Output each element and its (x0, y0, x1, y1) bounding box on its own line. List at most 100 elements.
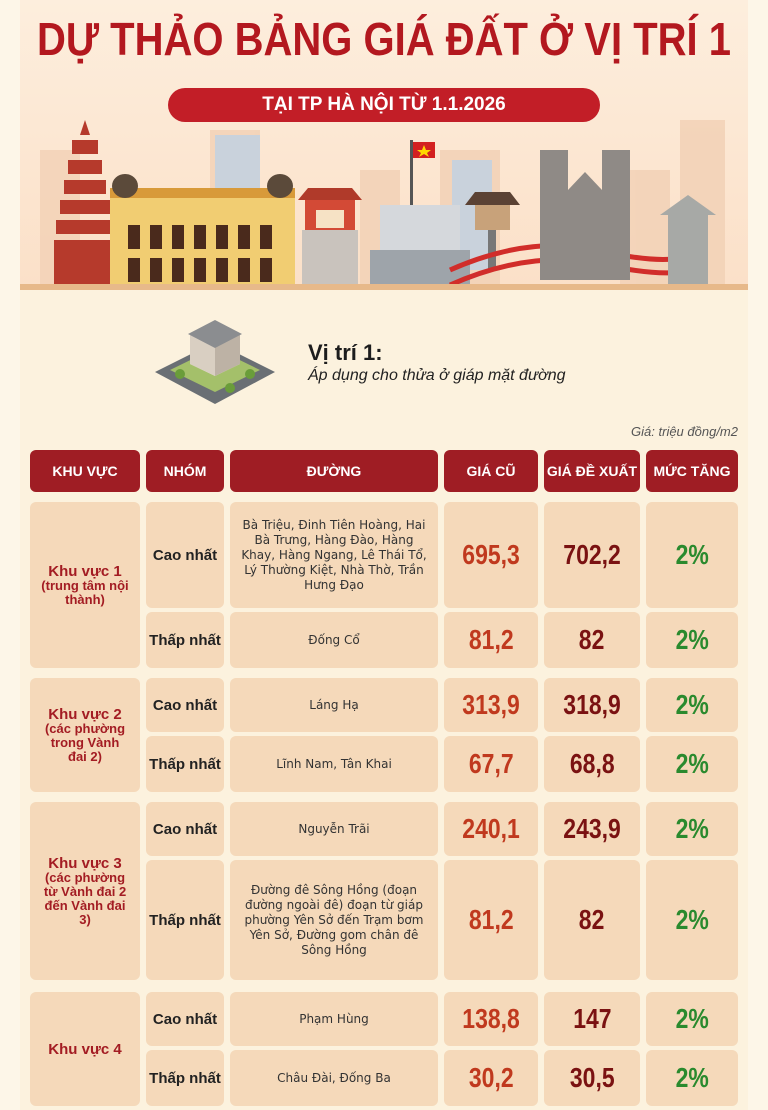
group-cell-text: Cao nhất (152, 546, 218, 564)
group-cell: Thấp nhất (146, 736, 224, 792)
new-price-cell: 702,2 (544, 502, 640, 608)
old-price-cell-text: 81,2 (468, 624, 514, 655)
increase-cell-text: 2% (675, 689, 709, 720)
group-cell-text: Thấp nhất (149, 755, 221, 773)
hanoi-skyline-illustration (20, 120, 748, 290)
street-cell-text: Lĩnh Nam, Tân Khai (276, 756, 392, 771)
old-price-cell: 81,2 (444, 612, 538, 668)
new-price-cell: 30,5 (544, 1050, 640, 1106)
old-price-cell-text: 138,8 (462, 1003, 520, 1034)
group-cell: Cao nhất (146, 502, 224, 608)
group-cell-text: Thấp nhất (149, 911, 221, 929)
old-price-cell: 240,1 (444, 802, 538, 856)
infographic: DỰ THẢO BẢNG GIÁ ĐẤT Ở VỊ TRÍ 1 TẠI TP H… (20, 0, 748, 1110)
increase-cell-text: 2% (675, 904, 709, 935)
street-cell-text: Bà Triệu, Đinh Tiên Hoàng, Hai Bà Trưng,… (241, 517, 427, 592)
header-street: ĐƯỜNG (230, 450, 438, 492)
region-cell: Khu vực 4 (30, 992, 140, 1106)
region-cell: Khu vực 3 (các phường từ Vành đai 2 đến V… (30, 802, 140, 980)
header-increase: MỨC TĂNG (646, 450, 738, 492)
increase-cell-text: 2% (675, 1062, 709, 1093)
street-cell: Láng Hạ (230, 678, 438, 732)
group-cell-text: Cao nhất (152, 696, 218, 714)
street-cell: Phạm Hùng (230, 992, 438, 1046)
street-cell: Nguyễn Trãi (230, 802, 438, 856)
new-price-cell: 147 (544, 992, 640, 1046)
increase-cell: 2% (646, 992, 738, 1046)
old-price-cell-text: 81,2 (468, 904, 514, 935)
old-price-cell-text: 67,7 (468, 748, 514, 779)
group-cell: Thấp nhất (146, 1050, 224, 1106)
group-cell: Cao nhất (146, 992, 224, 1046)
street-cell: Châu Đài, Đống Ba (230, 1050, 438, 1106)
header-new-price: GIÁ ĐỀ XUẤT (544, 450, 640, 492)
page-subtitle: TẠI TP HÀ NỘI TỪ 1.1.2026 (168, 88, 600, 122)
new-price-cell-text: 82 (579, 624, 605, 655)
old-price-cell-text: 240,1 (462, 813, 520, 844)
increase-cell: 2% (646, 1050, 738, 1106)
group-cell: Cao nhất (146, 678, 224, 732)
region-name: Khu vực 3 (48, 854, 122, 872)
region-name: Khu vực 2 (48, 705, 122, 723)
header-region: KHU VỰC (30, 450, 140, 492)
increase-cell-text: 2% (675, 624, 709, 655)
unit-note: Giá: triệu đồng/m2 (631, 424, 738, 439)
old-price-cell: 313,9 (444, 678, 538, 732)
old-price-cell-text: 695,3 (462, 539, 520, 570)
header-old-price: GIÁ CŨ (444, 450, 538, 492)
group-cell: Thấp nhất (146, 612, 224, 668)
new-price-cell-text: 147 (572, 1003, 612, 1034)
new-price-cell-text: 82 (579, 904, 605, 935)
position-description: Áp dụng cho thửa ở giáp mặt đường (308, 367, 566, 384)
street-cell-text: Châu Đài, Đống Ba (277, 1070, 391, 1085)
group-cell-text: Thấp nhất (149, 1069, 221, 1087)
region-note: (các phường từ Vành đai 2 đến Vành đai 3… (43, 869, 127, 927)
region-cell: Khu vực 1 (trung tâm nội thành) (30, 502, 140, 668)
group-cell-text: Cao nhất (152, 820, 218, 838)
new-price-cell: 318,9 (544, 678, 640, 732)
street-cell: Đống Cổ (230, 612, 438, 668)
increase-cell: 2% (646, 678, 738, 732)
street-cell-text: Đống Cổ (308, 632, 360, 647)
new-price-cell-text: 243,9 (563, 813, 621, 844)
page-title: DỰ THẢO BẢNG GIÁ ĐẤT Ở VỊ TRÍ 1 (37, 14, 731, 66)
old-price-cell: 67,7 (444, 736, 538, 792)
street-cell-text: Nguyễn Trãi (298, 821, 370, 836)
group-cell: Thấp nhất (146, 860, 224, 980)
new-price-cell-text: 30,5 (569, 1062, 615, 1093)
house-illustration (155, 320, 275, 404)
old-price-cell: 695,3 (444, 502, 538, 608)
increase-cell: 2% (646, 612, 738, 668)
hero-banner: DỰ THẢO BẢNG GIÁ ĐẤT Ở VỊ TRÍ 1 TẠI TP H… (20, 0, 748, 290)
old-price-cell: 81,2 (444, 860, 538, 980)
new-price-cell-text: 702,2 (563, 539, 621, 570)
old-price-cell-text: 30,2 (468, 1062, 514, 1093)
increase-cell: 2% (646, 860, 738, 980)
new-price-cell: 82 (544, 612, 640, 668)
increase-cell: 2% (646, 502, 738, 608)
street-cell: Đường đê Sông Hồng (đoạn đường ngoài đê)… (230, 860, 438, 980)
header-group: NHÓM (146, 450, 224, 492)
increase-cell-text: 2% (675, 1003, 709, 1034)
new-price-cell-text: 318,9 (563, 689, 621, 720)
region-name: Khu vực 4 (48, 1040, 122, 1058)
new-price-cell: 68,8 (544, 736, 640, 792)
new-price-cell: 243,9 (544, 802, 640, 856)
new-price-cell: 82 (544, 860, 640, 980)
region-cell: Khu vực 2 (các phường trong Vành đai 2) (30, 678, 140, 792)
old-price-cell: 138,8 (444, 992, 538, 1046)
increase-cell: 2% (646, 802, 738, 856)
region-name: Khu vực 1 (48, 562, 122, 580)
old-price-cell-text: 313,9 (462, 689, 520, 720)
increase-cell: 2% (646, 736, 738, 792)
region-note: (trung tâm nội thành) (41, 577, 129, 607)
group-cell-text: Cao nhất (152, 1010, 218, 1028)
street-cell-text: Đường đê Sông Hồng (đoạn đường ngoài đê)… (244, 882, 424, 957)
region-note: (các phường trong Vành đai 2) (44, 720, 126, 764)
street-cell: Bà Triệu, Đinh Tiên Hoàng, Hai Bà Trưng,… (230, 502, 438, 608)
street-cell-text: Phạm Hùng (299, 1011, 369, 1026)
increase-cell-text: 2% (675, 748, 709, 779)
new-price-cell-text: 68,8 (569, 748, 615, 779)
street-cell-text: Láng Hạ (309, 697, 359, 712)
increase-cell-text: 2% (675, 813, 709, 844)
